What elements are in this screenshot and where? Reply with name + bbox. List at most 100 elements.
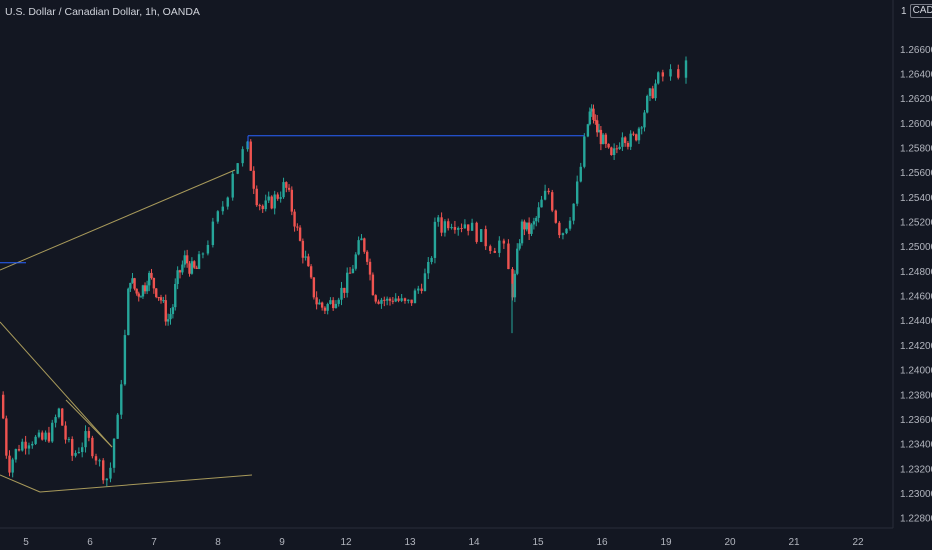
y-tick-label: 1.25600 (900, 168, 932, 179)
trendline[interactable] (39, 474, 253, 493)
candle-body (241, 149, 244, 164)
candle (371, 272, 375, 296)
candle-body (489, 246, 492, 251)
candle (236, 162, 239, 175)
candle-body (511, 269, 514, 298)
candle-body (413, 290, 417, 304)
candle (423, 268, 427, 292)
candle-body (197, 254, 201, 269)
candle-body (437, 217, 440, 222)
candle-body (640, 127, 643, 129)
candle-body (537, 207, 540, 218)
candle (457, 226, 460, 236)
candle (241, 146, 244, 167)
candle (193, 260, 196, 269)
trendline[interactable] (0, 321, 113, 448)
candle-body (320, 302, 324, 308)
candle-body (133, 278, 136, 289)
candle-body (513, 273, 517, 298)
candle (129, 282, 132, 292)
candle (599, 125, 603, 151)
candle-body (31, 443, 34, 446)
candle-body (374, 295, 377, 302)
candle (57, 407, 61, 419)
candle-body (579, 166, 582, 182)
candle (337, 297, 340, 307)
candle-body (145, 285, 149, 292)
candle (595, 114, 599, 137)
candle (615, 145, 619, 154)
candle (340, 281, 343, 306)
candle-body (535, 217, 538, 222)
candle (532, 217, 536, 230)
candle-body (558, 222, 561, 236)
candle (460, 223, 463, 233)
candle-body (623, 137, 627, 143)
candle (601, 132, 605, 145)
y-tick-label: 1.26200 (900, 94, 932, 105)
candle (261, 204, 264, 213)
candle (255, 185, 258, 207)
candle (221, 201, 224, 215)
candle-body (157, 297, 160, 299)
candle-body (307, 256, 310, 267)
y-tick-label: 1.23200 (900, 464, 932, 475)
candle (493, 247, 496, 254)
candle (547, 188, 550, 195)
candle-body (315, 297, 318, 305)
candle-body (312, 277, 316, 298)
candle (632, 131, 635, 137)
time-axis[interactable]: 5 6 7 8 9 12 13 14 15 16 19 20 21 22 (0, 527, 893, 548)
candle-body (139, 296, 143, 298)
candle (34, 435, 37, 445)
y-tick-label: 1.24400 (900, 316, 932, 327)
x-tick-label: 15 (532, 537, 544, 548)
candle (525, 222, 528, 232)
candle (484, 225, 487, 250)
candle (604, 132, 608, 148)
candle-body (601, 134, 605, 145)
candle-body (343, 287, 346, 293)
candle-body (276, 194, 279, 199)
candle (315, 291, 318, 310)
candle (354, 252, 357, 271)
candle-body (174, 283, 177, 308)
candle (518, 239, 521, 251)
candle-body (530, 224, 533, 234)
candle (139, 295, 143, 298)
candle-body (551, 192, 554, 211)
y-tick-label: 1.26600 (900, 45, 932, 56)
candle (258, 203, 261, 211)
candle (91, 435, 94, 459)
candle (71, 436, 74, 461)
x-tick-label: 13 (404, 537, 416, 548)
candle-body (71, 439, 74, 456)
candle (357, 236, 360, 256)
candle-body (329, 300, 332, 305)
candle (385, 296, 389, 306)
candle-body (371, 274, 375, 296)
trendline[interactable] (0, 474, 41, 493)
candle (543, 184, 547, 201)
trendline[interactable] (0, 169, 236, 271)
candle-body (340, 287, 343, 300)
symbol-title: U.S. Dollar / Canadian Dollar, 1h, OANDA (5, 6, 200, 18)
candle-body (293, 211, 296, 227)
candle-body (632, 133, 635, 135)
candle (318, 299, 321, 305)
candle (102, 458, 105, 484)
candle-body (331, 300, 335, 309)
candle (502, 238, 506, 249)
price-axis[interactable]: 1.26600 1.26400 1.26200 1.26000 1.25800 1.256… (892, 0, 932, 528)
currency-badge[interactable]: 1 CAD 0 (901, 4, 932, 18)
candle (157, 296, 160, 301)
candle (162, 296, 165, 303)
trendline[interactable] (65, 399, 113, 448)
candle-body (141, 285, 145, 297)
candle (24, 435, 27, 455)
candle-body (309, 266, 313, 278)
candle (413, 288, 417, 304)
candle (551, 189, 554, 213)
candle-body (599, 129, 603, 145)
